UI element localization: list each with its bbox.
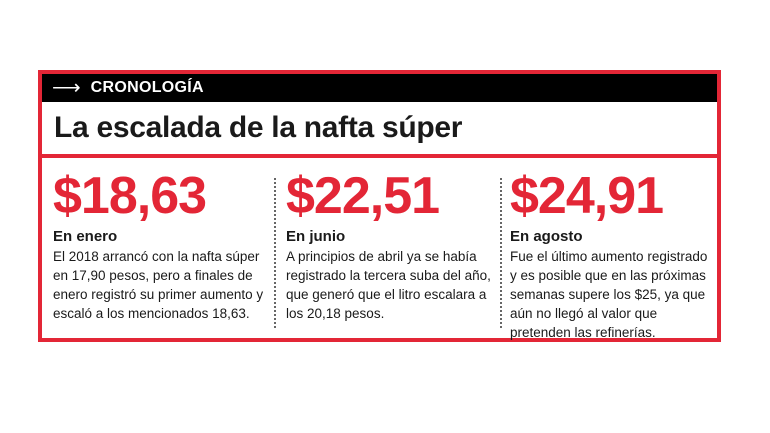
period-label: En agosto [510,228,583,245]
timeline-columns: $18,63 En enero El 2018 arrancó con la n… [42,158,717,340]
dotted-separator [274,178,276,328]
timeline-entry-june: $22,51 En junio A principios de abril ya… [286,158,494,338]
period-label: En junio [286,228,346,245]
entry-description: A principios de abril ya se había regist… [286,249,491,321]
infographic-frame: ⟶ CRONOLOGÍA La escalada de la nafta súp… [38,70,721,342]
timeline-entry-january: $18,63 En enero El 2018 arrancó con la n… [53,158,271,338]
kicker-label: CRONOLOGÍA [90,79,204,96]
timeline-entry-august: $24,91 En agosto Fue el último aumento r… [510,158,710,340]
period-label: En enero [53,228,118,245]
headline-row: La escalada de la nafta súper [42,102,717,154]
headline: La escalada de la nafta súper [54,111,463,144]
section-kicker: ⟶ CRONOLOGÍA [42,74,717,102]
entry-description: El 2018 arrancó con la nafta súper en 17… [53,249,264,321]
price-value: $24,91 [510,167,664,225]
dotted-separator [500,178,502,328]
arrow-right-icon: ⟶ [52,77,81,99]
price-value: $18,63 [53,167,207,225]
entry-description: Fue el último aumento regis­trado y es p… [510,249,708,340]
price-value: $22,51 [286,167,440,225]
red-divider [42,154,717,158]
